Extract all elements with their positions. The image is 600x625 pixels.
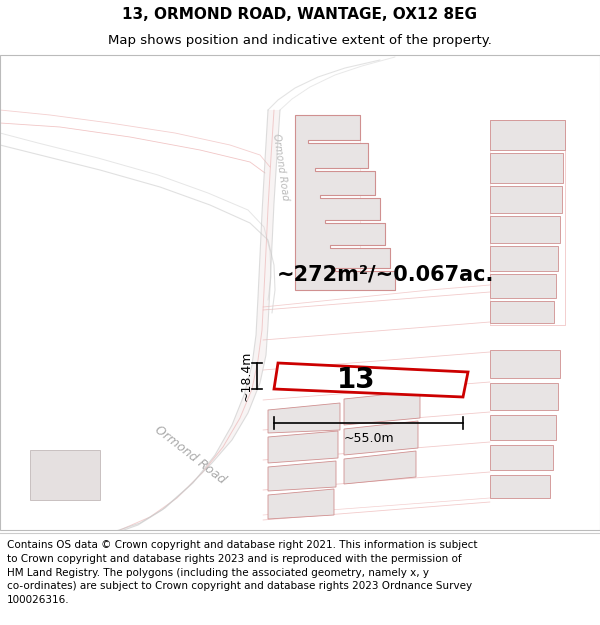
Polygon shape xyxy=(295,115,395,290)
Polygon shape xyxy=(30,450,100,500)
Polygon shape xyxy=(490,120,565,150)
Polygon shape xyxy=(490,153,563,183)
Polygon shape xyxy=(110,110,280,535)
Polygon shape xyxy=(300,115,360,140)
Polygon shape xyxy=(490,445,553,470)
Polygon shape xyxy=(344,451,416,484)
Text: 13, ORMOND ROAD, WANTAGE, OX12 8EG: 13, ORMOND ROAD, WANTAGE, OX12 8EG xyxy=(122,8,478,22)
Polygon shape xyxy=(274,363,468,397)
Polygon shape xyxy=(320,198,380,220)
Text: ~272m²/~0.067ac.: ~272m²/~0.067ac. xyxy=(277,265,494,285)
Text: Map shows position and indicative extent of the property.: Map shows position and indicative extent… xyxy=(108,34,492,47)
Polygon shape xyxy=(490,186,562,213)
Polygon shape xyxy=(315,171,375,195)
Polygon shape xyxy=(268,431,338,463)
Text: Ormond Road: Ormond Road xyxy=(271,133,290,201)
Polygon shape xyxy=(344,391,420,425)
Polygon shape xyxy=(490,350,560,378)
Polygon shape xyxy=(325,223,385,245)
Polygon shape xyxy=(490,383,558,410)
Polygon shape xyxy=(268,403,340,433)
Polygon shape xyxy=(344,421,418,455)
Polygon shape xyxy=(490,246,558,271)
Text: ~55.0m: ~55.0m xyxy=(343,432,394,445)
Polygon shape xyxy=(335,271,395,290)
Polygon shape xyxy=(490,415,556,440)
Polygon shape xyxy=(490,216,560,243)
Polygon shape xyxy=(490,475,550,498)
Text: Ormond Road: Ormond Road xyxy=(152,423,228,487)
Text: Contains OS data © Crown copyright and database right 2021. This information is : Contains OS data © Crown copyright and d… xyxy=(7,541,478,605)
Polygon shape xyxy=(490,274,556,298)
Text: ~18.4m: ~18.4m xyxy=(240,351,253,401)
Polygon shape xyxy=(268,461,336,491)
Polygon shape xyxy=(490,301,554,323)
Polygon shape xyxy=(330,248,390,268)
Polygon shape xyxy=(308,143,368,168)
Polygon shape xyxy=(268,489,334,519)
Text: 13: 13 xyxy=(337,366,375,394)
